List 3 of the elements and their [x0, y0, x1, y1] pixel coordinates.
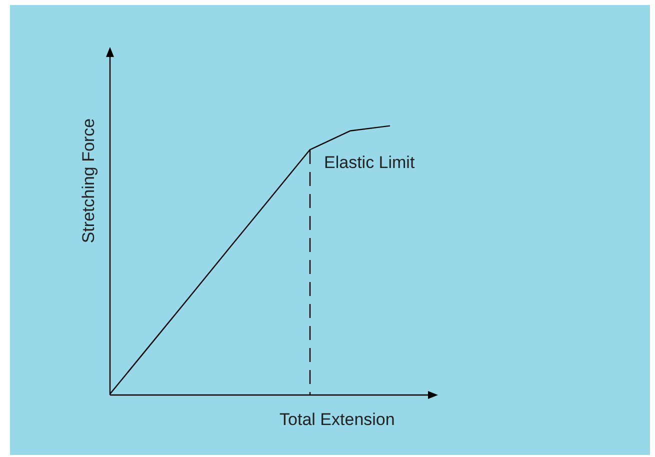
annotation: Elastic Limit — [324, 152, 415, 172]
x-axis-title: Total Extension — [280, 410, 395, 429]
y-axis-title: Stretching Force — [79, 118, 98, 244]
